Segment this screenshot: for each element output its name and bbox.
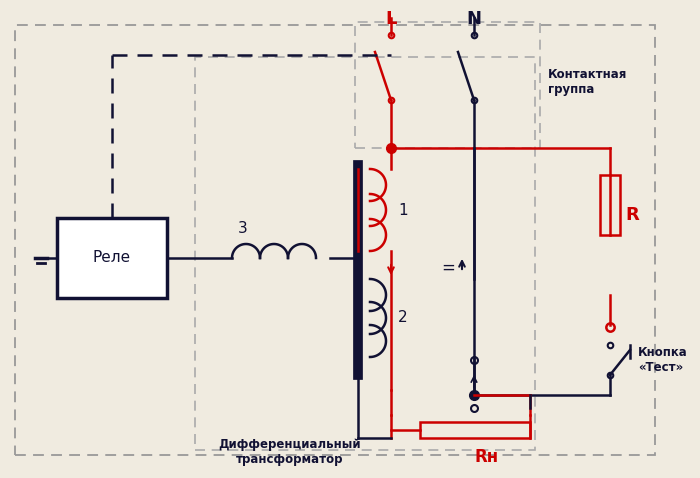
Text: 3: 3 [238,221,248,236]
Bar [355,22,540,148]
Text: Rн: Rн [475,448,499,466]
Text: Кнопка
«Тест»: Кнопка «Тест» [638,346,687,374]
Bar [420,422,530,438]
Text: Дифференциальный
трансформатор: Дифференциальный трансформатор [218,438,361,466]
Bar [195,57,535,450]
Text: Контактная
группа: Контактная группа [548,68,627,96]
Text: 1: 1 [398,203,407,217]
Bar [57,218,167,298]
Text: N: N [466,10,482,28]
Text: =: = [441,259,455,277]
Bar [15,25,655,455]
Text: L: L [385,10,397,28]
Bar [600,175,620,235]
Text: Реле: Реле [93,250,131,265]
Text: R: R [625,206,638,224]
Text: 2: 2 [398,311,407,326]
